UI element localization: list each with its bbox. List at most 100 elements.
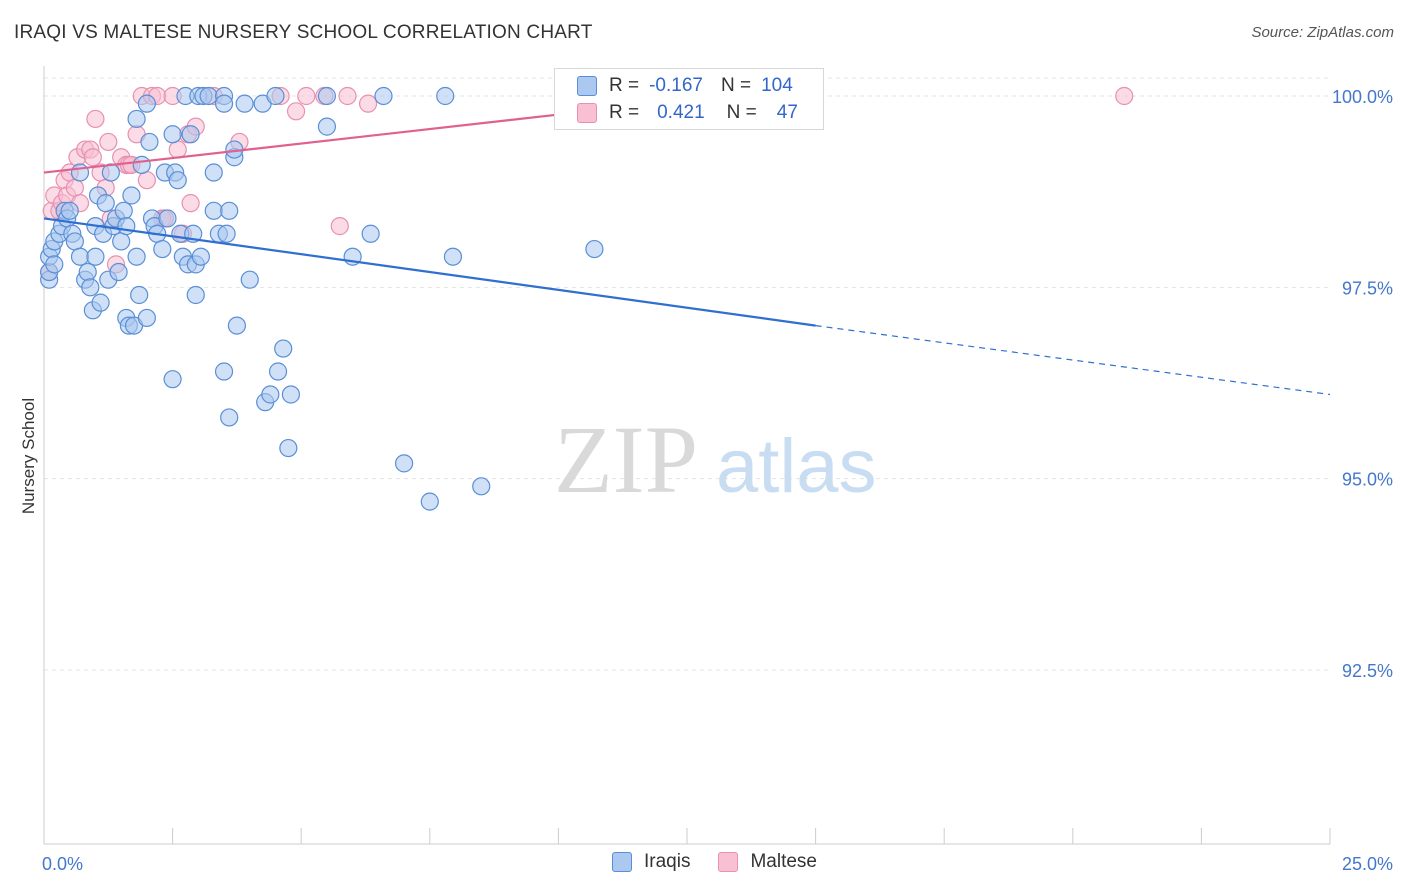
legend-row-iraqis: R = -0.167 N = 104 bbox=[577, 73, 793, 99]
iraqis-point bbox=[70, 247, 90, 266]
series-legend: Iraqis Maltese bbox=[612, 851, 845, 873]
iraqis-point bbox=[137, 308, 156, 328]
iraqis-point bbox=[158, 209, 177, 228]
maltese-point bbox=[1115, 86, 1134, 106]
iraqis-point bbox=[317, 86, 337, 106]
iraqis-point bbox=[268, 362, 288, 381]
iraqis-point bbox=[436, 86, 455, 106]
maltese-point bbox=[137, 171, 156, 190]
iraqis-point bbox=[81, 278, 100, 297]
maltese-r-label: R = bbox=[609, 102, 640, 123]
iraqis-point bbox=[472, 477, 491, 496]
x-tick-label-min: 0.0% bbox=[42, 854, 83, 874]
y-tick-label: 95.0% bbox=[1342, 470, 1393, 490]
chart-title: IRAQI VS MALTESE NURSERY SCHOOL CORRELAT… bbox=[14, 22, 593, 43]
iraqis-point bbox=[317, 117, 337, 136]
maltese-r-value: 0.421 bbox=[657, 102, 705, 123]
iraqis-point bbox=[214, 94, 234, 113]
iraqis-point bbox=[140, 132, 159, 152]
iraqis-point bbox=[585, 239, 604, 259]
maltese-point bbox=[330, 217, 349, 236]
iraqis-point bbox=[86, 247, 105, 266]
maltese-point bbox=[65, 178, 84, 197]
maltese-point bbox=[83, 148, 102, 167]
iraqis-point bbox=[361, 224, 380, 243]
iraqis-point bbox=[199, 86, 218, 106]
iraqis-point bbox=[78, 262, 97, 282]
iraqis-point bbox=[261, 385, 280, 404]
iraqis-point bbox=[274, 339, 293, 358]
iraqis-point bbox=[127, 109, 146, 129]
iraqis-r-value: -0.167 bbox=[649, 75, 703, 96]
iraqis-point bbox=[240, 270, 259, 289]
iraqis-point bbox=[163, 370, 182, 389]
x-tick-label-max: 25.0% bbox=[1342, 854, 1393, 874]
iraqis-point bbox=[122, 186, 141, 205]
iraqis-point bbox=[279, 438, 298, 458]
iraqis-point bbox=[45, 255, 64, 274]
axes bbox=[43, 66, 1331, 845]
legend-item-iraqis[interactable]: Iraqis bbox=[612, 851, 690, 873]
iraqis-point bbox=[191, 247, 210, 266]
iraqis-point bbox=[266, 86, 285, 106]
iraqis-point bbox=[96, 194, 115, 213]
iraqis-point bbox=[65, 232, 84, 251]
maltese-legend-swatch bbox=[718, 852, 739, 872]
maltese-point bbox=[338, 86, 357, 106]
legend-row-maltese: R = 0.421 N = 47 bbox=[577, 100, 798, 126]
iraqis-point bbox=[91, 293, 110, 312]
iraqis-point bbox=[114, 201, 133, 220]
maltese-point bbox=[181, 194, 200, 213]
iraqis-point bbox=[420, 492, 439, 511]
iraqis-point bbox=[130, 285, 149, 305]
iraqis-point bbox=[168, 171, 187, 190]
watermark-atlas: atlas bbox=[716, 424, 877, 509]
x-tick-labels: 0.0% 25.0% bbox=[42, 854, 1393, 874]
iraqis-point bbox=[217, 224, 236, 243]
iraqis-point bbox=[204, 163, 223, 182]
iraqis-point bbox=[117, 217, 136, 236]
iraqis-trend-line bbox=[43, 217, 816, 327]
maltese-point bbox=[286, 102, 306, 121]
maltese-n-label: N = bbox=[726, 102, 757, 123]
source-label: Source: ZipAtlas.com bbox=[1251, 24, 1394, 41]
y-tick-label: 92.5% bbox=[1342, 661, 1393, 681]
iraqis-point bbox=[132, 155, 151, 174]
iraqis-n-label: N = bbox=[720, 75, 752, 96]
watermark-zip: ZIP bbox=[554, 406, 698, 513]
iraqis-n-value: 104 bbox=[761, 75, 793, 96]
maltese-point bbox=[99, 132, 118, 152]
correlation-legend: R = -0.167 N = 104 R = 0.421 N = 47 bbox=[554, 68, 824, 130]
iraqis-point bbox=[70, 163, 90, 182]
maltese-n-value: 47 bbox=[776, 102, 798, 123]
iraqis-point bbox=[112, 232, 131, 251]
maltese-point bbox=[358, 94, 378, 113]
iraqis-point bbox=[60, 201, 79, 220]
iraqis-point bbox=[235, 94, 254, 113]
iraqis-trend-extension bbox=[815, 325, 1331, 396]
iraqis-point bbox=[281, 385, 301, 404]
grid-lines bbox=[44, 77, 1330, 671]
iraqis-point bbox=[227, 316, 246, 335]
legend-item-maltese[interactable]: Maltese bbox=[718, 851, 817, 873]
iraqis-r-label: R = bbox=[609, 75, 640, 96]
iraqis-point bbox=[220, 201, 239, 220]
iraqis-point bbox=[109, 262, 128, 282]
maltese-point bbox=[168, 140, 187, 159]
iraqis-point bbox=[204, 201, 223, 220]
y-axis-label: Nursery School bbox=[19, 398, 38, 514]
iraqis-point bbox=[163, 125, 182, 144]
iraqis-legend-label: Iraqis bbox=[644, 851, 691, 872]
iraqis-point bbox=[137, 94, 156, 113]
iraqis-swatch bbox=[577, 76, 597, 96]
iraqis-point bbox=[443, 247, 463, 266]
maltese-point bbox=[297, 86, 316, 106]
iraqis-point bbox=[153, 239, 172, 259]
y-tick-labels: 92.5% 95.0% 97.5% 100.0% bbox=[1332, 87, 1393, 681]
iraqis-point bbox=[220, 408, 239, 427]
watermark: ZIP atlas bbox=[554, 406, 877, 513]
iraqis-point bbox=[181, 125, 200, 144]
iraqis-point bbox=[214, 362, 234, 381]
iraqis-point bbox=[186, 285, 205, 305]
